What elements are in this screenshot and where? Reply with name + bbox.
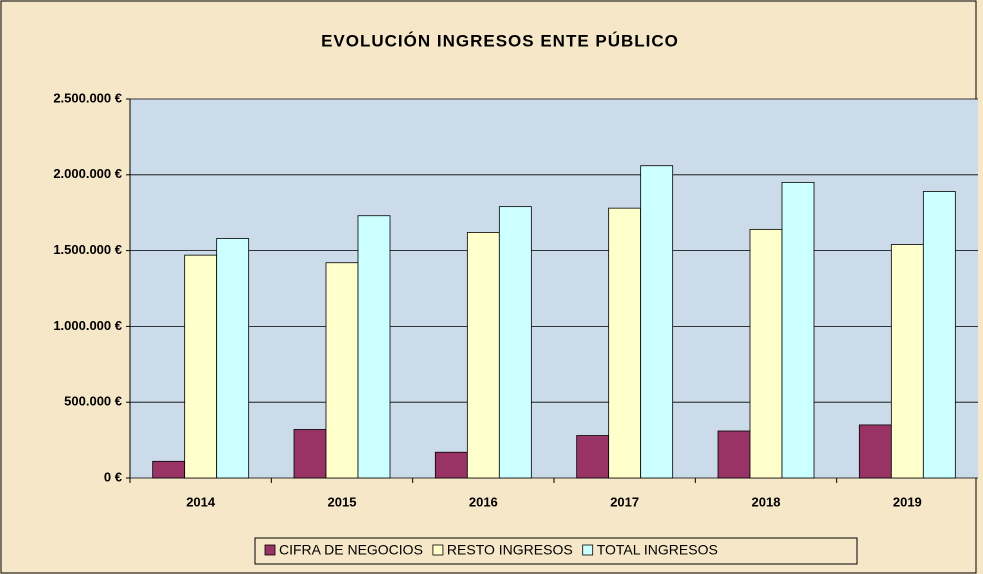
bar [781,181,815,479]
legend-swatch [432,544,444,556]
legend-swatch [582,544,594,556]
legend-swatch [264,544,276,556]
bar [890,244,924,479]
bar [357,215,391,479]
legend-label: CIFRA DE NEGOCIOS [279,542,423,558]
y-tick-label: 2.000.000 € [53,166,122,181]
bar [434,451,468,479]
bar [749,228,783,479]
legend-label: RESTO INGRESOS [447,542,573,558]
x-tick-label: 2019 [893,494,922,509]
bar [858,424,892,479]
y-tick-label: 1.000.000 € [53,318,122,333]
x-tick-label: 2017 [610,494,639,509]
y-tick-label: 500.000 € [64,394,122,409]
bar [216,238,250,479]
bar [466,232,500,479]
x-tick-label: 2014 [186,494,216,509]
x-tick-label: 2016 [469,494,498,509]
y-tick-label: 2.500.000 € [53,90,122,105]
y-tick-label: 0 € [104,469,122,484]
bar [293,429,327,479]
legend-label: TOTAL INGRESOS [597,542,718,558]
bar [184,254,218,479]
bar [576,435,610,479]
plot-area [130,99,978,478]
x-tick-label: 2018 [752,494,781,509]
bar [498,206,532,479]
bar [640,165,674,479]
bar [152,460,186,479]
bar [922,191,956,479]
chart-title: EVOLUCIÓN INGRESOS ENTE PÚBLICO [321,31,679,50]
legend-box [254,537,858,565]
bar [608,207,642,479]
y-tick-label: 1.500.000 € [53,242,122,257]
bar [325,262,359,479]
bar [717,430,751,479]
x-tick-label: 2015 [328,494,357,509]
